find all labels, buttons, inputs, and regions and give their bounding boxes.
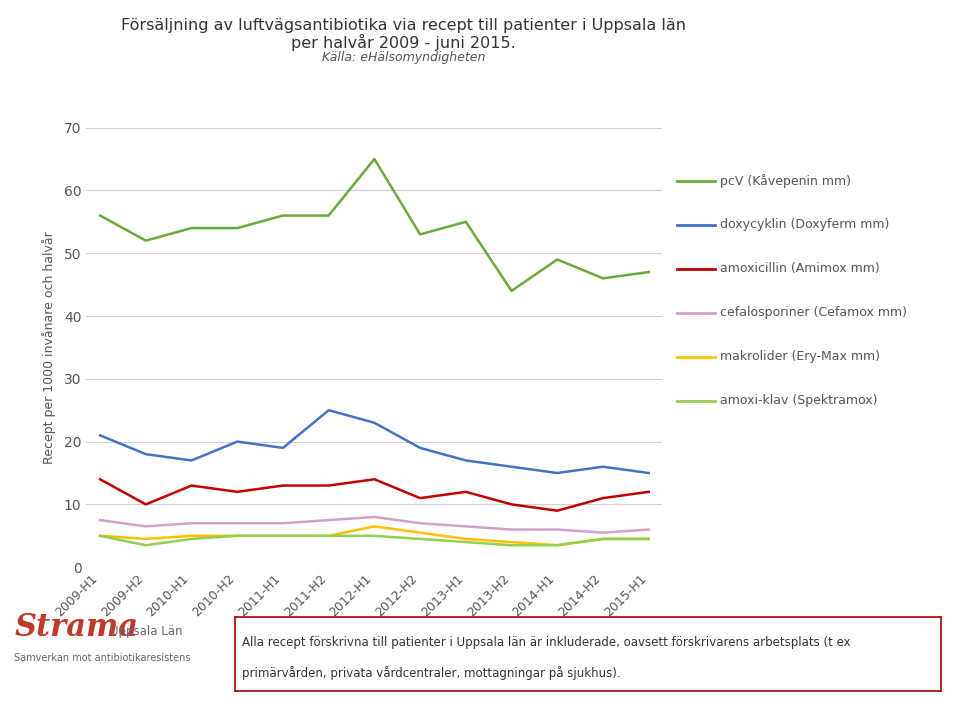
Text: doxycyklin (Doxyferm mm): doxycyklin (Doxyferm mm) [720, 218, 889, 231]
Text: Försäljning av luftvägsantibiotika via recept till patienter i Uppsala län: Försäljning av luftvägsantibiotika via r… [121, 18, 685, 33]
Text: amoxi-klav (Spektramox): amoxi-klav (Spektramox) [720, 394, 877, 407]
Text: primärvården, privata vårdcentraler, mottagningar på sjukhus).: primärvården, privata vårdcentraler, mot… [242, 666, 621, 680]
Y-axis label: Recept per 1000 invånare och halvår: Recept per 1000 invånare och halvår [41, 231, 56, 464]
Text: makrolider (Ery-Max mm): makrolider (Ery-Max mm) [720, 350, 880, 363]
Text: pcV (Kåvepenin mm): pcV (Kåvepenin mm) [720, 174, 851, 188]
Text: per halvår 2009 - juni 2015.: per halvår 2009 - juni 2015. [291, 34, 516, 51]
Text: Källa: eHälsomyndigheten: Källa: eHälsomyndigheten [322, 51, 485, 64]
Text: Alla recept förskrivna till patienter i Uppsala län är inkluderade, oavsett förs: Alla recept förskrivna till patienter i … [242, 637, 851, 649]
Text: amoxicillin (Amimox mm): amoxicillin (Amimox mm) [720, 262, 879, 275]
Text: cefalosporiner (Cefamox mm): cefalosporiner (Cefamox mm) [720, 306, 907, 319]
Text: Uppsala Län: Uppsala Län [110, 625, 183, 637]
Text: Strama: Strama [14, 612, 138, 643]
Text: Samverkan mot antibiotikaresistens: Samverkan mot antibiotikaresistens [14, 653, 191, 663]
